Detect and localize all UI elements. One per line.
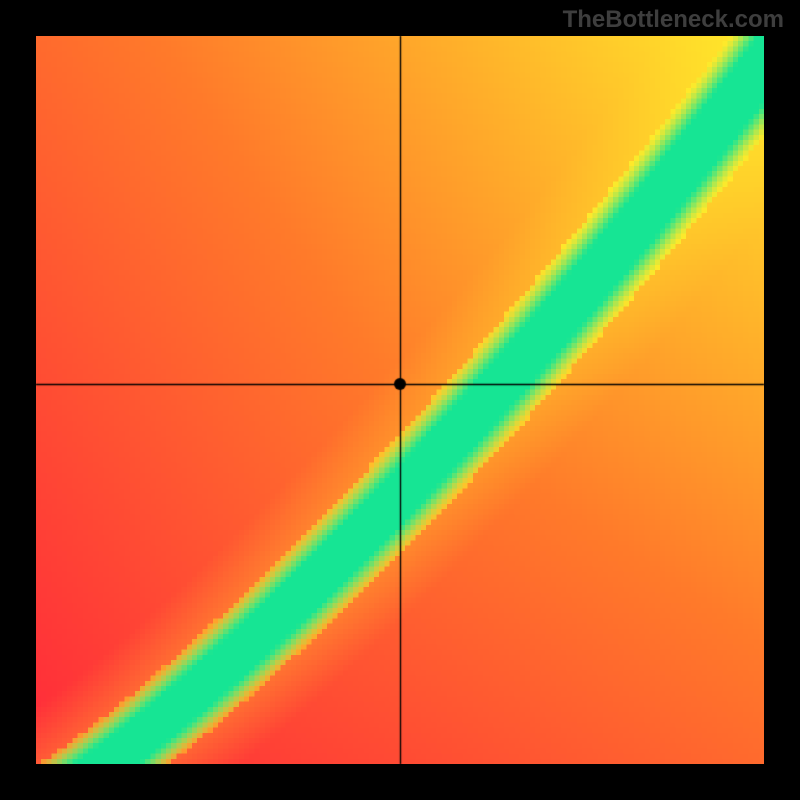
chart-container: TheBottleneck.com [0,0,800,800]
watermark-label: TheBottleneck.com [563,6,784,34]
crosshair-overlay [0,0,800,800]
